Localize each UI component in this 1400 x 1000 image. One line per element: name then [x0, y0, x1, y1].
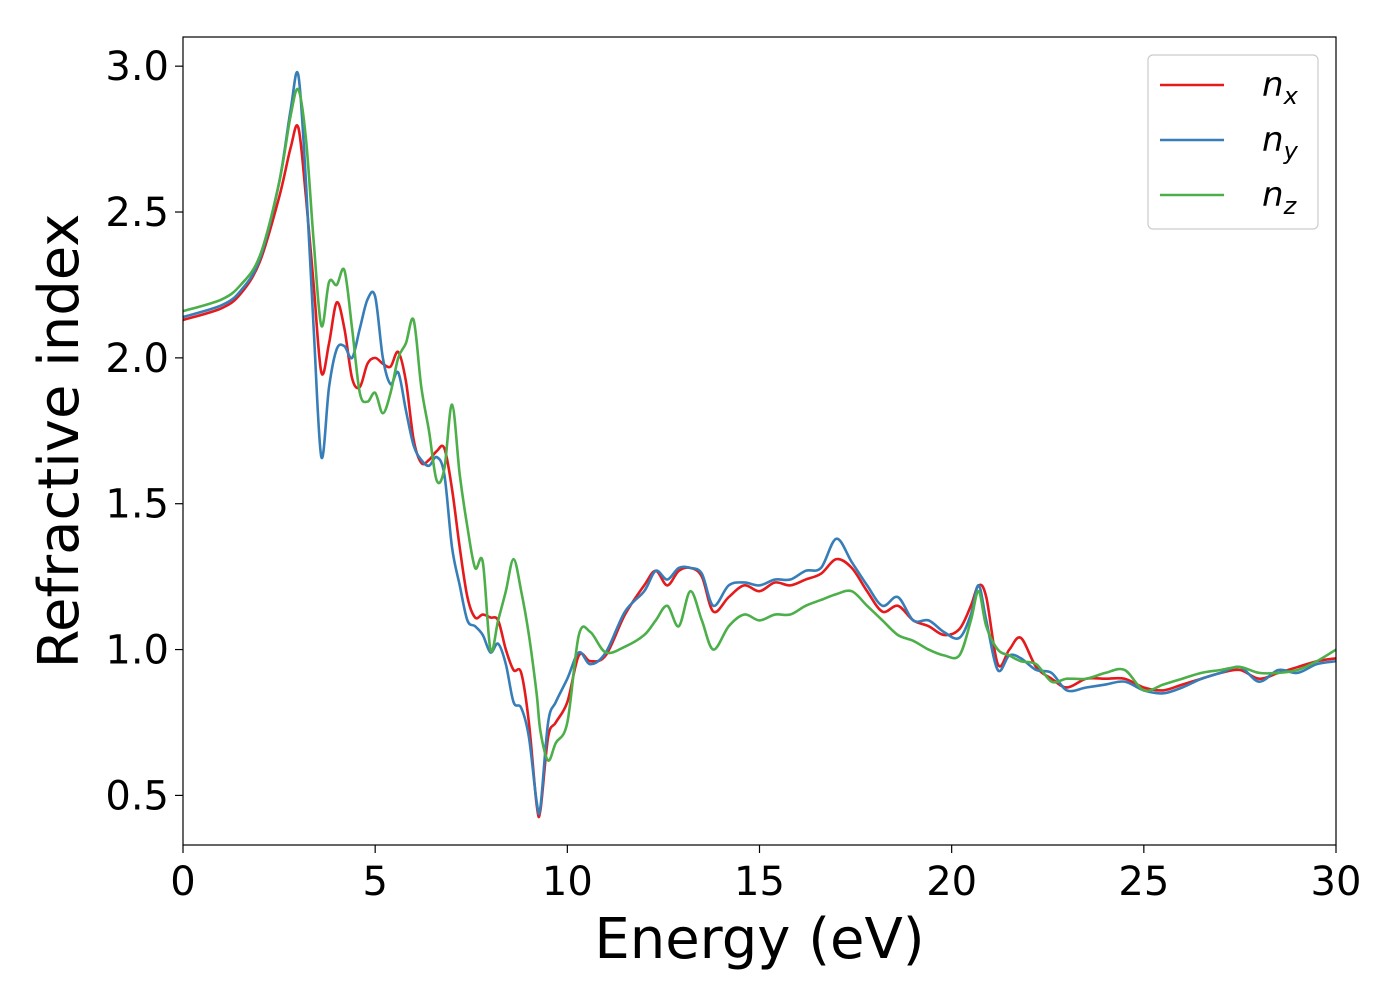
- y-tick-label: 1.0: [105, 628, 169, 674]
- legend: nx ny nz: [1147, 54, 1319, 230]
- series-line-z: [183, 87, 1336, 762]
- y-axis-ticks: 0.5 1.0 1.5 2.0 2.5 3.0: [105, 44, 183, 819]
- x-tick-label: 30: [1311, 859, 1362, 905]
- y-tick-label: 1.5: [105, 482, 169, 528]
- x-tick-label: 10: [542, 859, 593, 905]
- legend-label-y: ny: [1262, 120, 1299, 165]
- plot-area: [183, 37, 1336, 845]
- x-tick-label: 15: [734, 859, 785, 905]
- legend-label-x: nx: [1262, 65, 1299, 110]
- y-tick-label: 3.0: [105, 44, 169, 90]
- x-tick-label: 0: [170, 859, 195, 905]
- x-tick-label: 20: [926, 859, 977, 905]
- y-tick-label: 2.0: [105, 336, 169, 382]
- x-tick-label: 5: [362, 859, 387, 905]
- x-tick-label: 25: [1118, 859, 1169, 905]
- series-layer: [183, 70, 1336, 819]
- y-tick-label: 2.5: [105, 190, 169, 236]
- legend-box: [1147, 54, 1319, 230]
- x-axis-ticks: 0 5 10 15 20 25 30: [170, 845, 1361, 905]
- y-axis-label: Refractive index: [27, 214, 92, 669]
- y-tick-label: 0.5: [105, 773, 169, 819]
- legend-label-z: nz: [1262, 175, 1298, 220]
- x-axis-label: Energy (eV): [594, 907, 924, 972]
